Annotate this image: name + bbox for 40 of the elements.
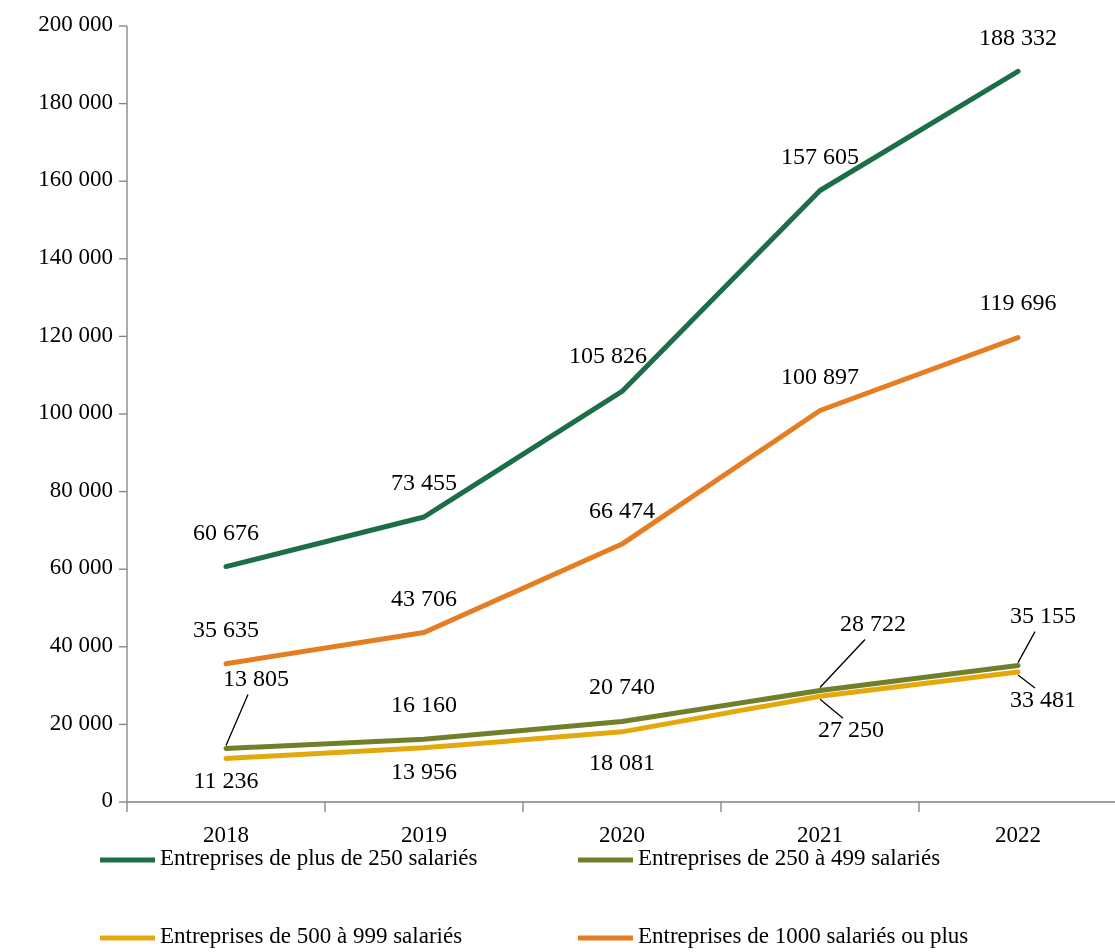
y-tick-label: 140 000 xyxy=(38,244,113,270)
legend-label: Entreprises de 1000 salariés ou plus xyxy=(638,923,969,949)
data-label: 100 897 xyxy=(781,363,859,390)
y-tick-label: 0 xyxy=(101,787,113,813)
data-label: 27 250 xyxy=(818,715,884,742)
y-tick-label: 120 000 xyxy=(38,321,113,347)
data-label: 20 740 xyxy=(589,673,655,700)
y-tick-label: 160 000 xyxy=(38,166,113,192)
legend-label: Entreprises de plus de 250 salariés xyxy=(160,845,478,871)
x-tick-label: 2018 xyxy=(203,822,249,848)
data-label: 105 826 xyxy=(569,341,647,368)
data-label: 13 805 xyxy=(223,664,289,691)
y-tick-label: 40 000 xyxy=(49,632,113,658)
y-tick-label: 20 000 xyxy=(49,709,113,735)
y-tick-label: 200 000 xyxy=(38,11,113,37)
data-label: 35 155 xyxy=(1010,602,1076,629)
legend-label: Entreprises de 500 à 999 salariés xyxy=(160,923,463,949)
data-label: 188 332 xyxy=(979,23,1057,50)
data-label: 157 605 xyxy=(781,142,859,170)
data-label: 33 481 xyxy=(1010,685,1076,712)
data-label: 28 722 xyxy=(840,610,906,637)
data-label: 16 160 xyxy=(391,690,457,717)
x-tick-label: 2019 xyxy=(401,822,447,848)
data-label: 66 474 xyxy=(589,496,655,523)
x-tick-label: 2022 xyxy=(995,822,1041,848)
x-tick-label: 2020 xyxy=(599,822,645,848)
legend-label: Entreprises de 250 à 499 salariés xyxy=(638,845,941,871)
data-label: 18 081 xyxy=(589,749,655,776)
y-tick-label: 180 000 xyxy=(38,88,113,114)
data-label: 13 956 xyxy=(391,758,457,785)
data-label: 60 676 xyxy=(193,519,259,546)
x-tick-label: 2021 xyxy=(797,822,843,848)
data-label: 43 706 xyxy=(391,584,457,611)
data-label: 35 635 xyxy=(193,616,259,643)
data-label: 119 696 xyxy=(979,289,1057,316)
data-label: 73 455 xyxy=(391,469,457,496)
data-label: 11 236 xyxy=(193,766,259,793)
y-tick-label: 80 000 xyxy=(49,476,113,502)
y-tick-label: 60 000 xyxy=(49,554,113,580)
y-tick-label: 100 000 xyxy=(38,399,113,425)
